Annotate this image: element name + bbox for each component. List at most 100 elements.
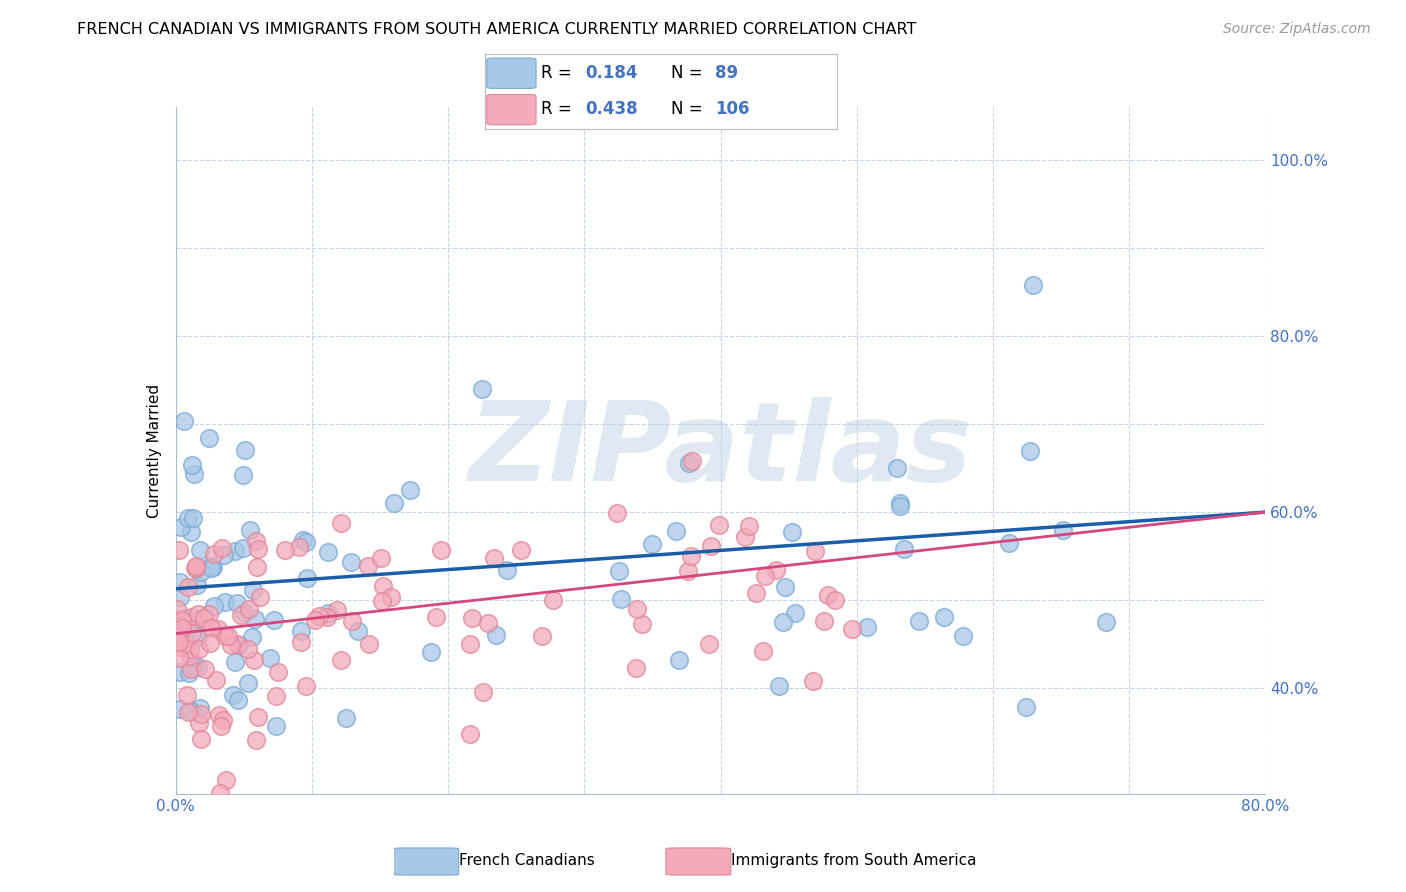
Point (169, 702, 191, 716)
Point (180, 610, 202, 624)
Point (998, 536, 1021, 550)
Point (187, 630, 209, 644)
Text: FRENCH CANADIAN VS IMMIGRANTS FROM SOUTH AMERICA CURRENTLY MARRIED CORRELATION C: FRENCH CANADIAN VS IMMIGRANTS FROM SOUTH… (77, 22, 917, 37)
Point (172, 641, 194, 656)
Point (198, 432, 221, 446)
Point (169, 575, 191, 590)
Point (373, 579, 395, 593)
Point (232, 541, 254, 555)
Point (202, 559, 225, 574)
Point (180, 662, 202, 676)
Point (952, 629, 974, 643)
Point (295, 571, 318, 585)
Point (219, 638, 242, 652)
Point (212, 549, 235, 563)
Point (245, 732, 267, 747)
Point (1019, 443, 1042, 458)
Point (357, 559, 380, 574)
Point (176, 688, 198, 702)
Point (676, 565, 699, 579)
Point (211, 541, 233, 555)
Point (259, 650, 281, 665)
Point (335, 711, 357, 725)
Point (242, 653, 264, 667)
Text: 106: 106 (716, 100, 749, 119)
Point (425, 609, 447, 624)
Point (744, 586, 766, 600)
Point (329, 653, 352, 667)
Point (340, 555, 363, 569)
Point (624, 661, 647, 675)
Point (471, 382, 494, 396)
Point (889, 496, 911, 510)
Point (668, 653, 690, 667)
Point (190, 565, 212, 579)
Point (198, 607, 221, 621)
Text: 0.438: 0.438 (585, 100, 638, 119)
Point (173, 414, 195, 428)
Point (496, 563, 519, 577)
Point (209, 719, 232, 733)
Point (214, 629, 236, 643)
Point (193, 611, 215, 625)
Point (179, 642, 201, 657)
Point (461, 611, 484, 625)
Point (179, 648, 201, 663)
Point (190, 542, 212, 557)
Point (856, 620, 879, 634)
Point (934, 610, 956, 624)
Point (167, 651, 190, 665)
Point (169, 626, 191, 640)
Point (370, 594, 392, 608)
Point (184, 560, 207, 574)
Point (167, 634, 190, 648)
Point (177, 510, 200, 524)
Point (357, 637, 380, 651)
Point (382, 496, 405, 510)
Text: R =: R = (541, 64, 578, 82)
Point (485, 628, 508, 642)
Point (186, 558, 208, 573)
Point (225, 596, 247, 610)
Point (1015, 700, 1038, 714)
Point (200, 561, 222, 575)
Point (177, 666, 200, 681)
Point (243, 611, 266, 625)
Point (232, 468, 254, 483)
Point (419, 644, 441, 658)
Point (699, 539, 721, 553)
Point (169, 614, 191, 628)
Point (205, 673, 228, 687)
Text: ZIPatlas: ZIPatlas (468, 397, 973, 504)
Point (245, 533, 267, 548)
Point (817, 589, 839, 603)
Point (183, 467, 205, 481)
Text: French Canadians: French Canadians (458, 854, 595, 868)
Point (630, 617, 652, 632)
Point (169, 542, 191, 557)
FancyBboxPatch shape (394, 848, 458, 875)
Point (224, 655, 246, 669)
Point (181, 458, 204, 472)
Point (202, 547, 225, 561)
Point (169, 590, 191, 604)
Point (316, 545, 339, 559)
Point (752, 644, 775, 658)
Point (803, 544, 825, 558)
Point (709, 518, 731, 533)
Point (266, 690, 288, 704)
Point (222, 689, 245, 703)
Point (174, 637, 197, 651)
Point (477, 615, 499, 630)
Point (173, 611, 195, 625)
Point (326, 603, 349, 617)
Point (681, 453, 703, 467)
Point (238, 676, 260, 690)
Point (768, 679, 790, 693)
Point (607, 564, 630, 578)
Point (1094, 615, 1116, 630)
Point (181, 510, 204, 524)
Point (531, 629, 554, 643)
Point (824, 592, 846, 607)
Point (188, 642, 211, 657)
